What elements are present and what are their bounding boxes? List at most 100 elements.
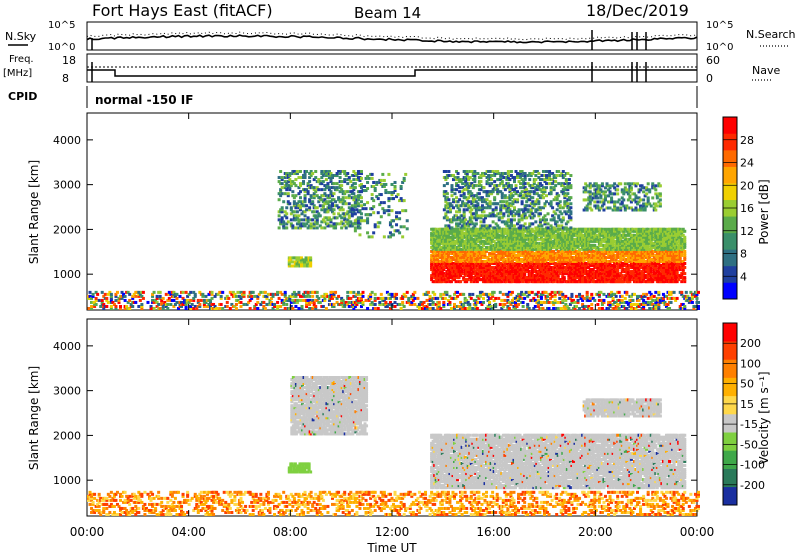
echo-cell [503, 196, 507, 200]
echo-cell [448, 208, 452, 212]
echo-cell [485, 241, 489, 245]
echo-cell [596, 278, 600, 282]
echo-cell [439, 231, 443, 235]
echo-cell [666, 253, 670, 257]
echo-cell [603, 270, 607, 274]
echo-cell [506, 272, 510, 276]
echo-cell [497, 266, 501, 270]
echo-cell [292, 214, 296, 218]
echo-cell [501, 264, 505, 268]
echo-cell [289, 224, 293, 228]
echo-cell [660, 239, 664, 243]
echo-cell [459, 270, 463, 274]
echo-cell [477, 184, 481, 188]
echo-cell [471, 237, 475, 241]
echo-cell [462, 264, 466, 268]
echo-cell [578, 262, 582, 266]
echo-cell [500, 266, 504, 270]
echo-cell [492, 247, 496, 251]
echo-cell [480, 266, 484, 270]
echo-cell [568, 257, 572, 261]
echo-cell [663, 264, 667, 268]
echo-cell [498, 266, 502, 270]
echo-cell [352, 192, 356, 196]
echo-cell [506, 169, 510, 173]
echo-cell [457, 247, 461, 251]
echo-cell [460, 268, 464, 272]
echo-cell [613, 249, 617, 253]
echo-cell [451, 262, 455, 266]
echo-cell [431, 253, 435, 257]
echo-cell [614, 262, 618, 266]
echo-cell [582, 229, 586, 233]
echo-cell [470, 212, 474, 216]
echo-cell [524, 245, 528, 249]
echo-cell [637, 241, 641, 245]
echo-cell [675, 227, 679, 231]
echo-cell [461, 214, 465, 218]
echo-cell [526, 255, 530, 259]
echo-cell [473, 224, 477, 228]
echo-cell [643, 253, 647, 257]
echo-cell [469, 280, 473, 284]
echo-cell [542, 262, 546, 266]
echo-cell [524, 237, 528, 241]
echo-cell [651, 257, 655, 261]
echo-cell [358, 226, 362, 230]
echo-cell [549, 249, 553, 253]
echo-cell [675, 259, 679, 263]
echo-cell [465, 262, 469, 266]
echo-cell [431, 251, 435, 255]
echo-cell [575, 259, 578, 263]
echo-cell [463, 259, 467, 263]
echo-cell [471, 255, 475, 259]
echo-cell [510, 259, 514, 263]
echo-cell [296, 256, 300, 260]
echo-cell [477, 257, 481, 261]
echo-cell [596, 251, 600, 255]
echo-cell [445, 270, 449, 274]
echo-cell [565, 266, 569, 270]
echo-cell [594, 259, 598, 263]
echo-cell [544, 245, 548, 249]
echo-cell [499, 182, 503, 186]
echo-cell [449, 237, 453, 241]
echo-cell [503, 247, 507, 251]
echo-cell [669, 268, 673, 272]
echo-cell [466, 251, 470, 255]
echo-cell [661, 264, 665, 268]
echo-cell [541, 270, 545, 274]
echo-cell [401, 209, 405, 213]
echo-cell [481, 235, 485, 239]
echo-cell [550, 259, 554, 263]
echo-cell [648, 264, 652, 268]
echo-cell [285, 206, 289, 210]
echo-cell [448, 243, 452, 247]
echo-cell [528, 194, 532, 198]
echo-cell [353, 226, 357, 230]
echo-cell [533, 259, 537, 263]
echo-cell [561, 268, 565, 272]
echo-cell [478, 233, 482, 237]
echo-cell [449, 251, 453, 255]
echo-cell [460, 249, 464, 253]
echo-cell [337, 198, 341, 202]
echo-cell [520, 272, 524, 276]
echo-cell [488, 276, 492, 280]
echo-cell [458, 218, 462, 222]
echo-cell [593, 259, 597, 263]
echo-cell [660, 233, 664, 237]
echo-cell [681, 276, 685, 280]
echo-cell [352, 210, 356, 214]
echo-cell [508, 224, 512, 228]
echo-cell [329, 178, 333, 182]
echo-cell [527, 264, 531, 268]
echo-cell [629, 245, 633, 249]
echo-cell [530, 274, 534, 278]
echo-cell [437, 251, 441, 255]
echo-cell [593, 239, 597, 243]
echo-cell [671, 262, 675, 266]
echo-cell [629, 241, 633, 245]
echo-cell [584, 247, 588, 251]
echo-cell [680, 229, 684, 233]
